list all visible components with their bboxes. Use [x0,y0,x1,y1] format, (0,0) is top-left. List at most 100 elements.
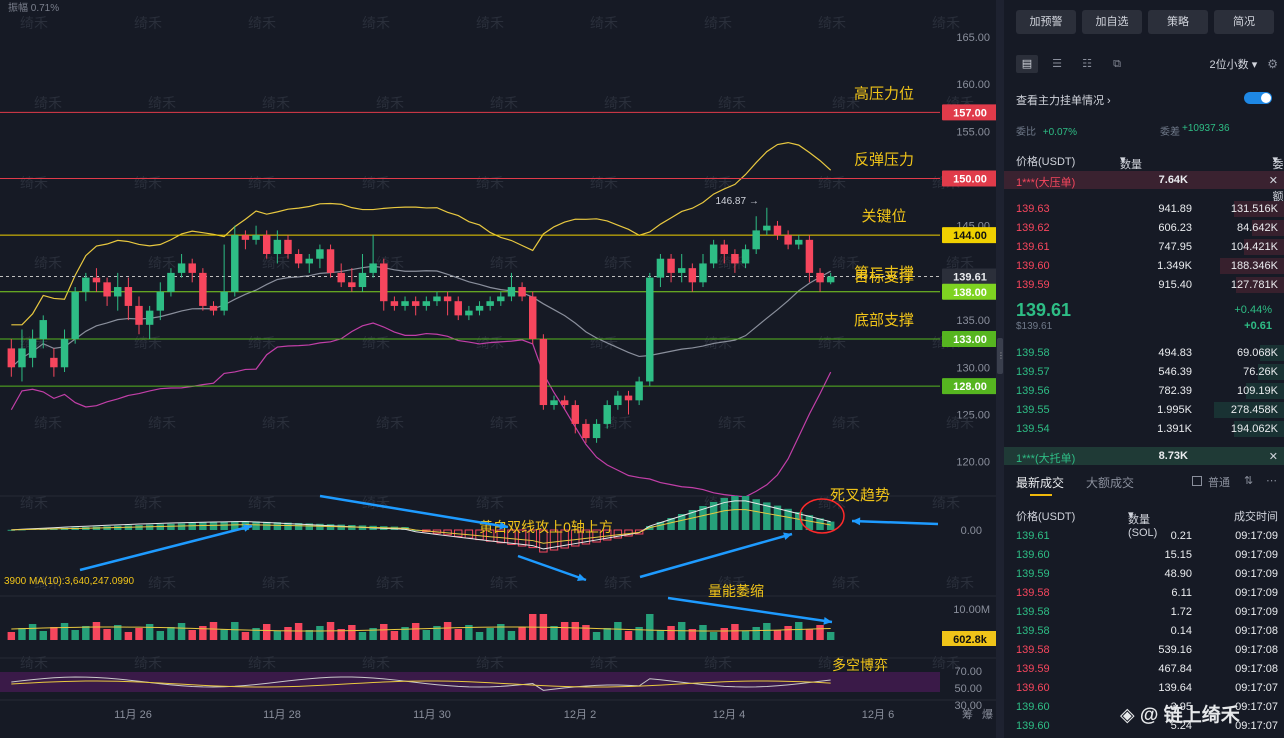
candle-body[interactable] [124,287,133,306]
trade-row[interactable]: 139.58 0.14 09:17:08 [1004,622,1284,640]
candle-body[interactable] [816,272,824,283]
total-header[interactable]: 委托额 ▾ [1272,154,1284,203]
candle-body[interactable] [688,268,697,283]
candle-body[interactable] [635,381,643,401]
big-bid-row[interactable]: 1***(大托单) 8.73K ✕ [1004,447,1284,465]
bids-view-icon[interactable]: ☰ [1052,58,1062,70]
candle-body[interactable] [518,287,526,297]
candle-body[interactable] [369,263,377,273]
candle-body[interactable] [763,225,771,231]
bid-row[interactable]: 139.57 546.39 76.26K [1004,363,1284,381]
candle-body[interactable] [156,291,165,311]
candle-body[interactable] [614,395,622,406]
candle-body[interactable] [497,296,505,302]
candle-body[interactable] [114,287,122,297]
candle-body[interactable] [475,305,484,311]
close-icon[interactable]: ✕ [1268,175,1278,187]
candle-body[interactable] [795,239,803,245]
candle-body[interactable] [560,400,569,406]
candle-body[interactable] [784,235,792,245]
asks-view-icon[interactable]: ☷ [1082,58,1092,70]
ask-row[interactable]: 139.59 915.40 127.781K [1004,276,1284,294]
chart-canvas[interactable]: 165.00160.00155.00150.00145.00140.00135.… [0,0,1000,738]
candle-body[interactable] [380,263,388,302]
normal-checkbox[interactable] [1192,476,1202,486]
candle-body[interactable] [592,423,601,439]
candle-body[interactable] [529,296,537,339]
big-ask-row[interactable]: 1***(大压单) 7.64K ✕ [1004,171,1284,189]
candle-body[interactable] [167,272,175,292]
trade-row[interactable]: 139.58 1.72 09:17:09 [1004,603,1284,621]
candle-body[interactable] [92,277,101,283]
candle-body[interactable] [486,301,494,306]
bid-row[interactable]: 139.55 1.995K 278.458K [1004,401,1284,419]
candle-body[interactable] [773,225,782,236]
candle-body[interactable] [731,254,739,264]
close-icon[interactable]: ✕ [1268,451,1278,463]
trade-row[interactable]: 139.58 6.11 09:17:09 [1004,584,1284,602]
candle-body[interactable] [667,258,675,273]
candle-body[interactable] [135,305,143,325]
trade-row[interactable]: 139.58 539.16 09:17:08 [1004,641,1284,659]
tab-big-trades[interactable]: 大额成交 [1086,476,1135,490]
candle-body[interactable] [624,395,633,401]
bid-row[interactable]: 139.54 1.391K 194.062K [1004,420,1284,438]
candle-body[interactable] [220,291,228,311]
ask-row[interactable]: 139.61 747.95 104.421K [1004,238,1284,256]
add-watchlist-button[interactable]: 加自选 [1082,10,1142,34]
candle-body[interactable] [465,310,473,316]
candle-body[interactable] [411,301,420,306]
candle-body[interactable] [209,305,218,311]
candle-body[interactable] [241,235,250,240]
bid-row[interactable]: 139.58 494.83 69.068K [1004,344,1284,362]
add-alert-button[interactable]: 加预警 [1016,10,1076,34]
candle-body[interactable] [252,235,260,240]
splitter-handle[interactable]: ⋮ [997,338,1005,374]
candle-body[interactable] [454,301,462,316]
candle-body[interactable] [18,348,26,368]
main-order-toggle[interactable] [1244,92,1272,104]
candle-body[interactable] [571,405,580,424]
candle-body[interactable] [28,338,37,358]
candle-body[interactable] [677,268,686,273]
candle-body[interactable] [582,423,590,439]
candle-body[interactable] [422,301,431,306]
both-sides-view-icon[interactable]: ▤ [1016,55,1038,73]
candle-body[interactable] [699,263,707,283]
candle-body[interactable] [826,276,835,283]
sort-icon[interactable]: ⇅ [1244,475,1254,487]
candle-body[interactable] [443,296,452,302]
candle-body[interactable] [50,357,58,368]
candle-body[interactable] [358,272,367,288]
candle-body[interactable] [603,405,611,424]
candle-body[interactable] [7,348,16,368]
candle-body[interactable] [199,272,207,306]
candle-body[interactable] [656,258,665,278]
popout-icon[interactable]: ⧉ [1113,58,1121,70]
more-icon[interactable]: ⋯ [1266,475,1277,487]
candle-body[interactable] [39,320,47,339]
kline-chart-area[interactable]: 165.00160.00155.00150.00145.00140.00135.… [0,0,1000,738]
overview-button[interactable]: 简况 [1214,10,1274,34]
trade-row[interactable]: 139.60 5.24 09:17:07 [1004,717,1284,735]
candle-body[interactable] [401,301,409,306]
candle-body[interactable] [71,291,79,339]
candle-body[interactable] [709,244,718,264]
candle-body[interactable] [720,244,728,254]
candle-body[interactable] [231,235,239,292]
candle-body[interactable] [305,258,313,264]
candle-body[interactable] [262,235,271,254]
candle-body[interactable] [188,263,196,273]
qty-header[interactable]: 数量 (SOL) ▾ [1120,153,1149,184]
strategy-button[interactable]: 策略 [1148,10,1208,34]
trade-row[interactable]: 139.59 467.84 09:17:08 [1004,660,1284,678]
candle-body[interactable] [507,287,516,297]
candle-body[interactable] [177,263,186,273]
candle-body[interactable] [805,239,814,273]
trade-row[interactable]: 139.60 15.15 09:17:09 [1004,546,1284,564]
candle-body[interactable] [82,277,90,292]
gear-icon[interactable]: ⚙ [1267,57,1278,71]
candle-body[interactable] [752,230,760,250]
ask-row[interactable]: 139.63 941.89 131.516K [1004,200,1284,218]
trade-row[interactable]: 139.59 48.90 09:17:09 [1004,565,1284,583]
